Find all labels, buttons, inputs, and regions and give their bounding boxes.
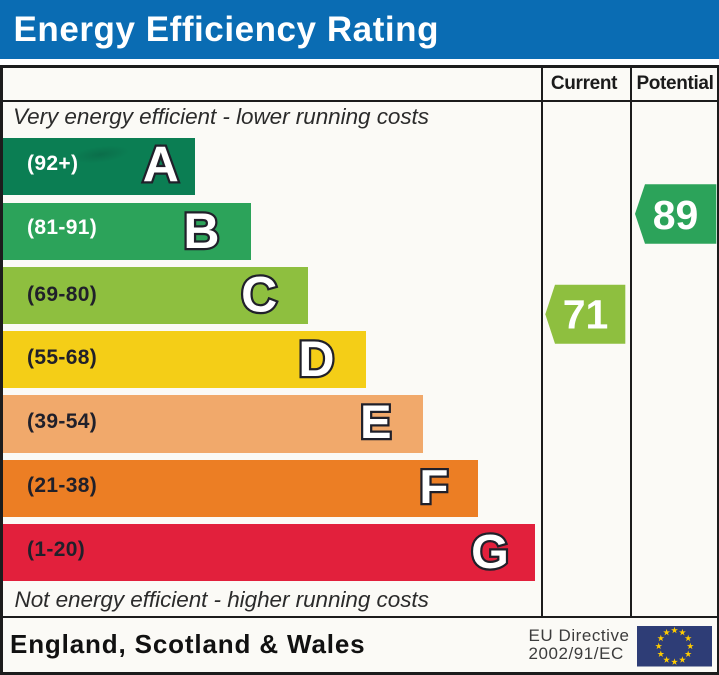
svg-text:F: F xyxy=(419,461,448,514)
svg-text:G: G xyxy=(471,525,509,579)
svg-text:C: C xyxy=(241,267,277,323)
svg-text:A: A xyxy=(143,137,179,193)
svg-text:71: 71 xyxy=(563,292,609,338)
svg-text:D: D xyxy=(298,331,334,387)
svg-text:B: B xyxy=(183,203,219,259)
svg-text:89: 89 xyxy=(653,192,699,238)
svg-text:E: E xyxy=(360,395,391,448)
